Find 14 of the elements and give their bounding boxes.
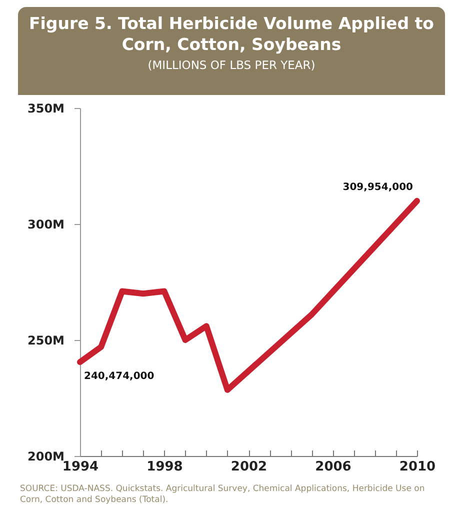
data-label: 309,954,000 (342, 182, 414, 193)
source-note: SOURCE: USDA-NASS. Quickstats. Agricultural Survey, Chemical Applications, Herbicide Use on Corn, Cotton and Soybeans (Total). (20, 484, 426, 506)
x-tick-label: 2002 (230, 460, 268, 474)
x-tick-label: 1994 (62, 460, 99, 474)
y-tick-label: 350M (28, 102, 64, 116)
x-tick-label: 2006 (315, 460, 352, 474)
y-tick-label: 250M (28, 334, 64, 348)
data-label: 240,474,000 (84, 371, 154, 382)
chart-subtitle: (MILLIONS OF LBS PER YEAR) (146, 58, 316, 72)
chart-title: Figure 5. Total Herbicide Volume Applied to Corn, Cotton, Soybeans (28, 13, 436, 55)
x-tick-label: 2010 (399, 460, 436, 474)
x-tick-label: 1998 (146, 460, 183, 474)
y-tick-label: 300M (28, 218, 64, 232)
y-tick-label: 200M (28, 450, 64, 464)
